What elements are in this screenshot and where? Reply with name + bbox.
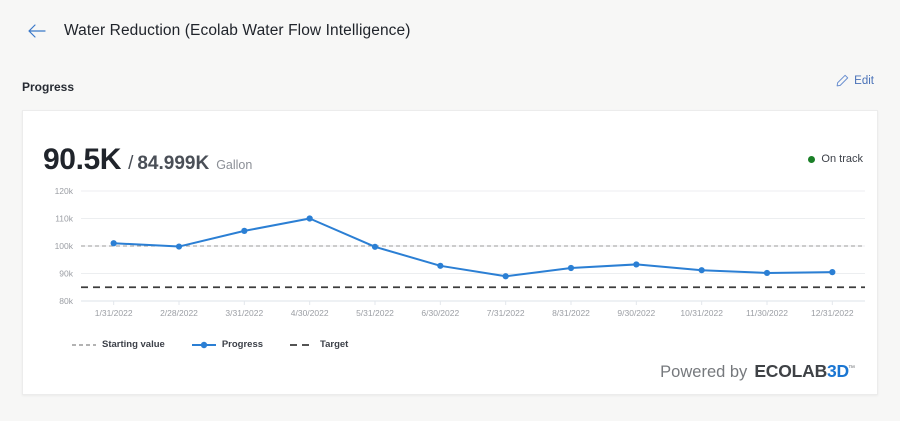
legend-item-progress[interactable]: Progress <box>191 339 263 350</box>
svg-text:11/30/2022: 11/30/2022 <box>746 308 788 318</box>
svg-text:110k: 110k <box>55 214 74 224</box>
legend-item-target[interactable]: Target <box>289 339 348 350</box>
powered-by-text: Powered by <box>660 363 748 381</box>
legend-item-starting-value[interactable]: Starting value <box>71 339 165 350</box>
svg-text:10/31/2022: 10/31/2022 <box>680 308 723 318</box>
progress-chart: 80k 90k 100k 110k 120k 1/31/2022 2/28/2022 3/3… <box>33 183 873 333</box>
svg-text:5/31/2022: 5/31/2022 <box>356 308 394 318</box>
kpi-target-value: 84.999K <box>137 153 210 174</box>
legend-label-starting-value: Starting value <box>102 339 165 350</box>
legend-swatch-starting-value <box>72 343 96 346</box>
arrow-left-icon <box>28 24 46 38</box>
svg-text:80k: 80k <box>59 296 73 306</box>
chart-ytick-labels: 80k 90k 100k 110k 120k <box>55 186 74 306</box>
svg-text:6/30/2022: 6/30/2022 <box>421 308 459 318</box>
edit-button-label: Edit <box>854 74 874 87</box>
trademark-symbol: ™ <box>848 365 855 372</box>
kpi-current-value: 90.5K <box>43 143 122 176</box>
page-title: Water Reduction (Ecolab Water Flow Intel… <box>64 22 411 39</box>
kpi-unit: Gallon <box>216 158 253 172</box>
svg-text:2/28/2022: 2/28/2022 <box>160 308 198 318</box>
kpi-separator: / <box>128 153 134 174</box>
progress-markers <box>110 215 836 280</box>
svg-text:3/31/2022: 3/31/2022 <box>225 308 263 318</box>
section-title: Progress <box>22 80 75 94</box>
progress-line <box>112 217 834 278</box>
section-header: Progress Edit <box>0 72 900 102</box>
edit-button[interactable]: Edit <box>836 74 874 87</box>
chart-legend: Starting value Progress Target <box>71 339 348 350</box>
svg-text:8/31/2022: 8/31/2022 <box>552 308 590 318</box>
pencil-icon <box>836 74 849 87</box>
page-header: Water Reduction (Ecolab Water Flow Intel… <box>0 0 900 62</box>
svg-text:9/30/2022: 9/30/2022 <box>617 308 655 318</box>
svg-text:7/31/2022: 7/31/2022 <box>487 308 525 318</box>
ecolab-3d-accent: 3D <box>827 361 849 381</box>
ecolab-wordmark: ECOLAB <box>754 361 828 381</box>
progress-card: 90.5K / 84.999K Gallon On track 80k 90k 10… <box>22 110 878 395</box>
svg-text:12/31/2022: 12/31/2022 <box>811 308 854 318</box>
legend-swatch-progress <box>191 341 216 348</box>
legend-swatch-target <box>290 343 315 346</box>
svg-text:1/31/2022: 1/31/2022 <box>95 308 133 318</box>
status-dot-icon <box>808 155 816 163</box>
legend-label-target: Target <box>320 339 349 350</box>
legend-label-progress: Progress <box>221 339 264 350</box>
chart-xtick-marks <box>113 301 833 305</box>
status-label: On track <box>821 153 863 165</box>
ecolab3d-logo: ECOLAB3D™ <box>754 361 855 382</box>
svg-text:100k: 100k <box>55 241 74 251</box>
svg-text:4/30/2022: 4/30/2022 <box>291 308 329 318</box>
chart-svg: 80k 90k 100k 110k 120k 1/31/2022 2/28/2022 3/3… <box>55 186 865 318</box>
status-badge: On track <box>808 153 863 165</box>
svg-text:120k: 120k <box>55 186 74 196</box>
svg-text:90k: 90k <box>59 269 73 279</box>
powered-by-ecolab3d: Powered by ECOLAB3D™ <box>660 361 855 382</box>
kpi-value-group: 90.5K / 84.999K Gallon <box>43 143 252 177</box>
back-button[interactable] <box>22 16 52 46</box>
chart-xtick-labels: 1/31/2022 2/28/2022 3/31/2022 4/30/2022 5/31… <box>95 308 854 318</box>
